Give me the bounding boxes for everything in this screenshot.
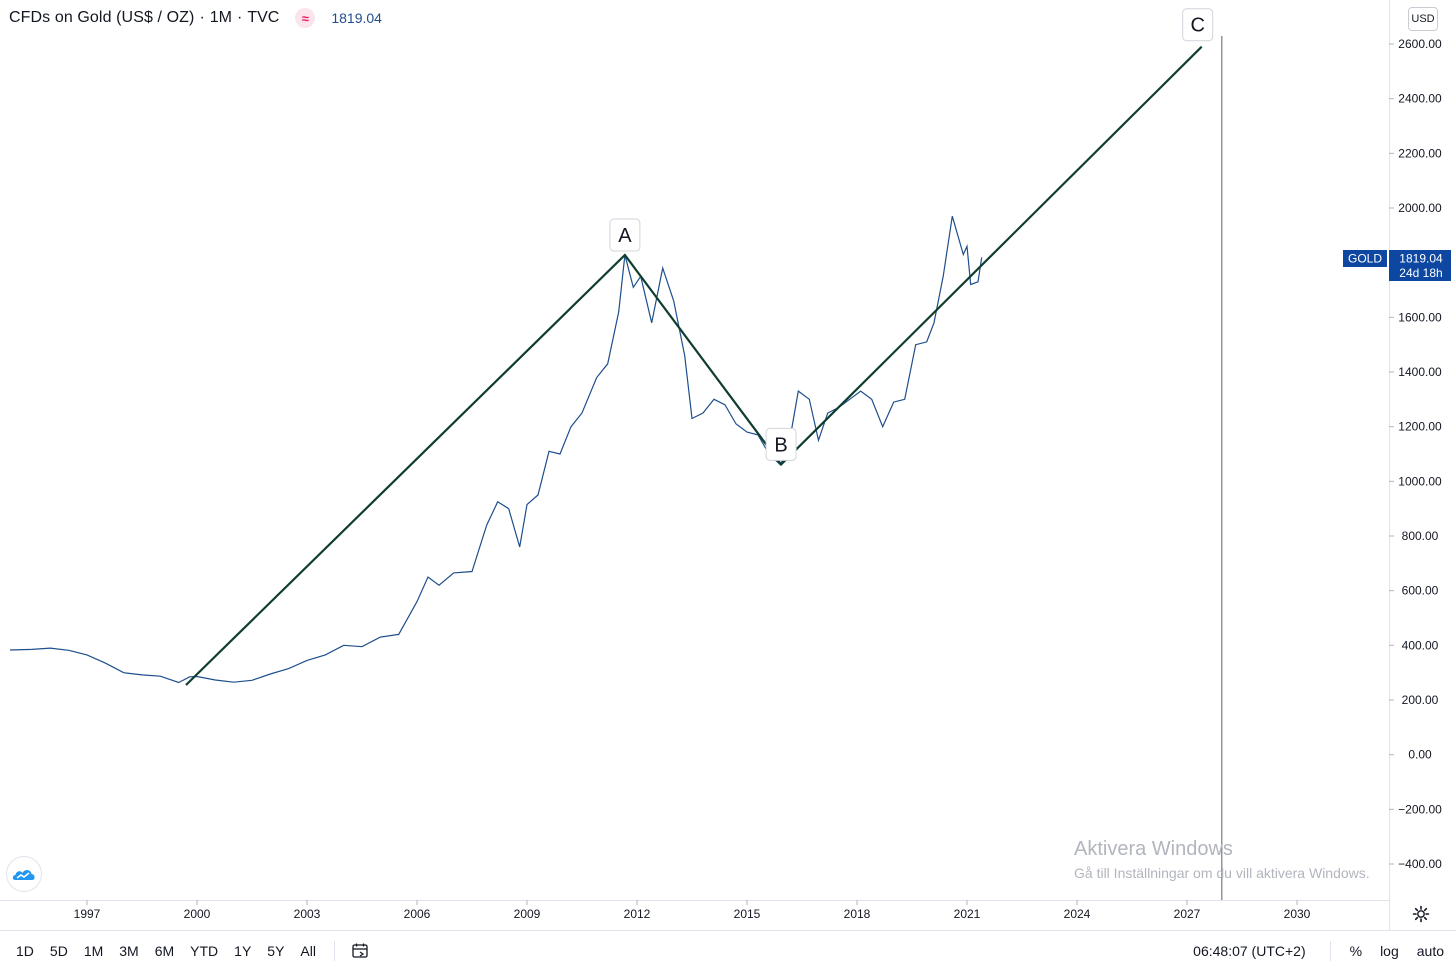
price-value-bg [1389, 250, 1451, 281]
legend-separator: · [237, 9, 243, 26]
price-tick-label: −200.00 [1398, 802, 1442, 816]
range-6m-button[interactable]: 6M [154, 943, 175, 959]
range-5d-button[interactable]: 5D [49, 943, 68, 959]
bar-countdown: 24d 18h [1399, 266, 1442, 280]
wave-label-b[interactable]: B [765, 427, 797, 461]
abc-trend-line[interactable] [185, 45, 1203, 686]
price-tick-label: 1400.00 [1398, 365, 1442, 379]
price-tick-label: 1000.00 [1398, 474, 1442, 488]
ticker-label-bg [1343, 250, 1387, 267]
interval-label[interactable]: 1M [209, 9, 233, 26]
bottom-toolbar: 1D 5D 1M 3M 6M YTD 1Y 5Y All 06:48:07 (U… [0, 930, 1456, 971]
wave-label-a[interactable]: A [609, 218, 641, 252]
currency-button[interactable]: USD [1408, 7, 1438, 31]
percent-scale-button[interactable]: % [1349, 943, 1363, 959]
price-tick-label: 0.00 [1408, 748, 1432, 762]
price-tick-label: 200.00 [1402, 693, 1439, 707]
auto-scale-button[interactable]: auto [1416, 943, 1444, 959]
range-5y-button[interactable]: 5Y [267, 943, 285, 959]
wave-label-c[interactable]: C [1182, 8, 1214, 42]
log-scale-button[interactable]: log [1380, 943, 1399, 959]
exchange-label: TVC [247, 9, 280, 26]
time-tick-label: 2000 [184, 907, 211, 921]
time-tick-label: 2009 [514, 907, 541, 921]
timezone-clock[interactable]: 06:48:07 (UTC+2) [1193, 943, 1306, 959]
price-tick-label: 1200.00 [1398, 420, 1442, 434]
time-tick-label: 2024 [1064, 907, 1091, 921]
time-tick-label: 2018 [844, 907, 871, 921]
watermark-title: Aktivera Windows [1074, 838, 1233, 860]
last-price-label: GOLD 1819.04 24d 18h [1343, 250, 1451, 281]
ticker-label: GOLD [1348, 252, 1382, 266]
price-tick-label: 2000.00 [1398, 201, 1442, 215]
time-tick-label: 2012 [624, 907, 651, 921]
wave-label-box [609, 218, 641, 252]
price-axis[interactable]: 2600.00 2400.00 2200.00 2000.00 1600.00 1400.… [1389, 37, 1442, 871]
price-tick-label: 2200.00 [1398, 146, 1442, 160]
time-tick-label: 2021 [954, 907, 981, 921]
time-tick-label: 2030 [1284, 907, 1311, 921]
legend-last-price: 1819.04 [331, 10, 382, 26]
legend-separator: · [199, 9, 205, 26]
wave-label-box [1182, 8, 1214, 42]
wave-label-box [765, 427, 797, 461]
time-tick-label: 2006 [404, 907, 431, 921]
price-tick-label: 800.00 [1402, 529, 1439, 543]
range-1m-button[interactable]: 1M [83, 943, 104, 959]
toolbar-divider [1329, 941, 1331, 961]
price-series-line [9, 216, 983, 684]
price-value: 1819.04 [1399, 252, 1443, 266]
time-tick-label: 2015 [734, 907, 761, 921]
price-tick-label: 400.00 [1402, 638, 1439, 652]
range-all-button[interactable]: All [300, 943, 316, 959]
time-tick-label: 1997 [74, 907, 101, 921]
price-tick-label: 2400.00 [1398, 92, 1442, 106]
windows-activation-watermark: Aktivera Windows Gå till Inställningar o… [1074, 838, 1370, 881]
toolbar-divider [333, 941, 335, 961]
gear-icon[interactable] [1410, 903, 1432, 925]
wave-labels[interactable]: A B C [609, 8, 1214, 461]
price-tick-label: 1600.00 [1398, 310, 1442, 324]
symbol-title[interactable]: CFDs on Gold (US$ / OZ) [9, 9, 195, 26]
time-axis[interactable]: 1997 2000 2003 2006 2009 2012 2015 2018 2021 2024… [74, 900, 1311, 921]
price-tick-label: 600.00 [1402, 584, 1439, 598]
range-3m-button[interactable]: 3M [119, 943, 139, 959]
watermark-subtitle: Gå till Inställningar om du vill aktiver… [1074, 865, 1370, 881]
tradingview-logo-icon[interactable] [7, 857, 41, 891]
wave-label-text: C [1190, 15, 1204, 37]
range-1y-button[interactable]: 1Y [234, 943, 252, 959]
range-1d-button[interactable]: 1D [16, 943, 34, 959]
price-tick-label: 2600.00 [1398, 37, 1442, 51]
calendar-range-icon[interactable] [345, 942, 375, 960]
wave-label-text: B [774, 434, 787, 456]
wave-label-text: A [618, 225, 632, 247]
cloud-chart-icon [12, 870, 35, 880]
time-tick-label: 2003 [294, 907, 321, 921]
wave-market-icon[interactable]: ≈ [295, 8, 316, 28]
symbol-legend[interactable]: CFDs on Gold (US$ / OZ) · 1M · TVC ≈ 181… [9, 8, 382, 28]
range-ytd-button[interactable]: YTD [190, 943, 219, 959]
price-tick-label: −400.00 [1398, 857, 1442, 871]
time-tick-label: 2027 [1174, 907, 1201, 921]
